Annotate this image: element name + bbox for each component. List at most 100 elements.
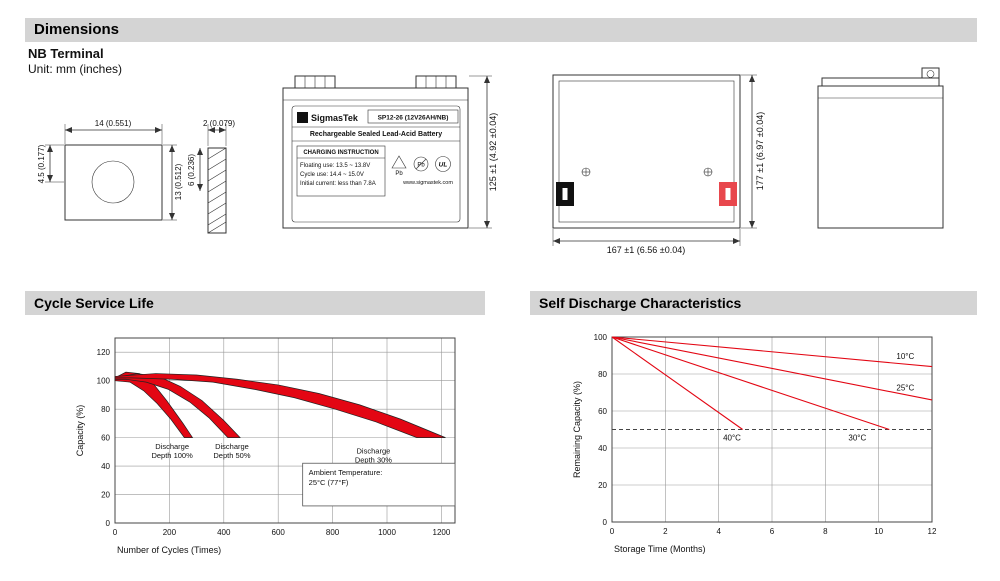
x-tick-label: 4 — [716, 527, 721, 536]
y-tick-label: 100 — [97, 377, 111, 386]
side-body — [817, 85, 944, 229]
terminal-width-dim: 14 (0.551) — [95, 119, 132, 128]
x-axis-label: Storage Time (Months) — [614, 544, 706, 554]
ul-mark-icon: UL — [435, 156, 451, 172]
svg-text:UL: UL — [439, 162, 448, 169]
terminal-height-dim: 13 (0.512) — [174, 163, 183, 200]
positive-terminal-mark — [725, 188, 731, 200]
temperature-line-label: 40°C — [723, 434, 741, 443]
y-tick-label: 120 — [97, 348, 111, 357]
battery-length-dim: 167 ±1 (6.56 ±0.04) — [607, 245, 685, 255]
negative-terminal-mark — [562, 188, 568, 200]
top-view-inner — [558, 80, 735, 223]
nb-terminal-label: NB Terminal — [28, 46, 104, 61]
chart-annotation: Discharge Depth 100% — [151, 442, 193, 460]
recycle-pb-icon: Pb — [391, 155, 407, 177]
terminal-hole-dim: 4.5 (0.177) — [37, 144, 46, 183]
battery-top-view: 167 ±1 (6.56 ±0.04) 177 ±1 (6.97 ±0.04) — [552, 74, 765, 255]
charging-line-1: Floating use: 13.5 ~ 13.8V — [300, 163, 370, 169]
x-tick-label: 0 — [113, 528, 118, 537]
section-header-cycle-service-life: Cycle Service Life — [25, 291, 485, 315]
chart-annotation: Discharge Depth 50% — [213, 442, 250, 460]
ambient-temperature-box — [302, 462, 456, 507]
website-text: www.sigmastek.com — [402, 180, 453, 186]
battery-height-dim: 125 ±1 (4.92 ±0.04) — [488, 113, 498, 191]
y-axis-label: Remaining Capacity (%) — [572, 381, 582, 478]
temperature-line-label: 30°C — [848, 434, 866, 443]
x-tick-label: 200 — [163, 528, 177, 537]
ambient-temperature-text: Ambient Temperature: 25°C (77°F) — [309, 468, 383, 487]
y-tick-label: 20 — [101, 491, 110, 500]
dimensions-title: Dimensions — [34, 21, 120, 38]
y-tick-label: 60 — [101, 434, 110, 443]
temperature-line-label: 25°C — [896, 384, 914, 393]
hatch-lines — [207, 147, 227, 234]
y-axis-label: Capacity (%) — [75, 405, 85, 457]
x-tick-label: 12 — [928, 527, 937, 536]
battery-label-panel — [291, 105, 461, 223]
y-tick-label: 80 — [598, 370, 607, 379]
self-discharge-chart: 0 2 4 6 8 10 12 0 20 40 60 80 100 10°C 25°C 30°C 40°C Sto… — [572, 333, 937, 554]
temperature-line — [611, 336, 933, 368]
temperature-line — [611, 336, 933, 401]
dimension-drawings: 14 (0.551) 4.5 (0.177) 13 (0.512) 2 (0.0… — [37, 67, 944, 255]
y-tick-label: 60 — [598, 407, 607, 416]
terminal-front-drawing: 14 (0.551) 4.5 (0.177) 13 (0.512) — [37, 119, 183, 221]
y-tick-label: 100 — [594, 333, 608, 342]
terminal-hole-circle — [91, 160, 135, 204]
vent-symbol-right — [703, 167, 713, 177]
charging-instruction-title: CHARGING INSTRUCTION — [303, 150, 378, 156]
terminal-thickness-dim: 2 (0.079) — [203, 119, 235, 128]
terminal-depth-dim: 6 (0.236) — [187, 154, 196, 186]
battery-model: SP12-26 (12V26AH/NB) — [378, 115, 449, 122]
section-header-dimensions: Dimensions — [25, 18, 977, 42]
svg-text:Pb: Pb — [395, 171, 403, 177]
charging-line-3: Initial current: less than 7.8A — [300, 181, 376, 187]
side-lid — [821, 77, 940, 87]
unit-label: Unit: mm (inches) — [28, 62, 123, 76]
discharge-depth-band — [114, 373, 241, 438]
x-tick-label: 1200 — [433, 528, 451, 537]
y-tick-label: 20 — [598, 481, 607, 490]
cycle-service-life-chart: 0 200 400 600 800 1000 1200 0 20 40 60 80 100 120 Disc… — [75, 337, 456, 555]
x-tick-label: 10 — [874, 527, 883, 536]
temperature-line-label: 10°C — [896, 352, 914, 361]
y-tick-label: 0 — [106, 519, 111, 528]
self-discharge-title: Self Discharge Characteristics — [539, 295, 742, 311]
x-tick-label: 0 — [610, 527, 615, 536]
x-tick-label: 800 — [326, 528, 340, 537]
charging-line-2: Cycle use: 14.4 ~ 15.0V — [300, 172, 364, 178]
battery-subtitle: Rechargeable Sealed Lead-Acid Battery — [310, 131, 442, 138]
x-tick-label: 6 — [770, 527, 775, 536]
x-tick-label: 1000 — [378, 528, 396, 537]
vent-symbol-left — [581, 167, 591, 177]
svg-text:Pb: Pb — [417, 163, 425, 169]
y-tick-label: 0 — [603, 518, 608, 527]
battery-depth-dim: 177 ±1 (6.97 ±0.04) — [755, 112, 765, 190]
charging-instruction-box — [296, 145, 386, 197]
cycle-service-life-title: Cycle Service Life — [34, 295, 154, 311]
battery-front-view: S SigmasTek SP12-26 (12V26AH/NB) Recharg… — [282, 75, 498, 229]
brand-logo-letter: S — [300, 114, 306, 123]
y-tick-label: 40 — [101, 462, 110, 471]
battery-side-view — [817, 67, 944, 229]
x-tick-label: 400 — [217, 528, 231, 537]
chart-annotation: Discharge Depth 30% — [355, 446, 392, 464]
section-header-self-discharge: Self Discharge Characteristics — [530, 291, 977, 315]
discharge-depth-band — [114, 373, 446, 438]
plot-border — [114, 337, 456, 524]
temperature-line — [611, 336, 743, 430]
x-tick-label: 600 — [272, 528, 286, 537]
brand-name: SigmasTek — [311, 113, 359, 123]
temperature-line — [611, 336, 890, 431]
pb-crossed-icon: Pb — [413, 156, 429, 172]
terminal-side-body — [207, 147, 227, 234]
brand-logo-icon — [297, 112, 308, 123]
terminal-body — [64, 144, 163, 221]
x-tick-label: 2 — [663, 527, 668, 536]
x-tick-label: 8 — [823, 527, 828, 536]
x-axis-label: Number of Cycles (Times) — [117, 545, 221, 555]
y-tick-label: 80 — [101, 405, 110, 414]
y-tick-label: 40 — [598, 444, 607, 453]
